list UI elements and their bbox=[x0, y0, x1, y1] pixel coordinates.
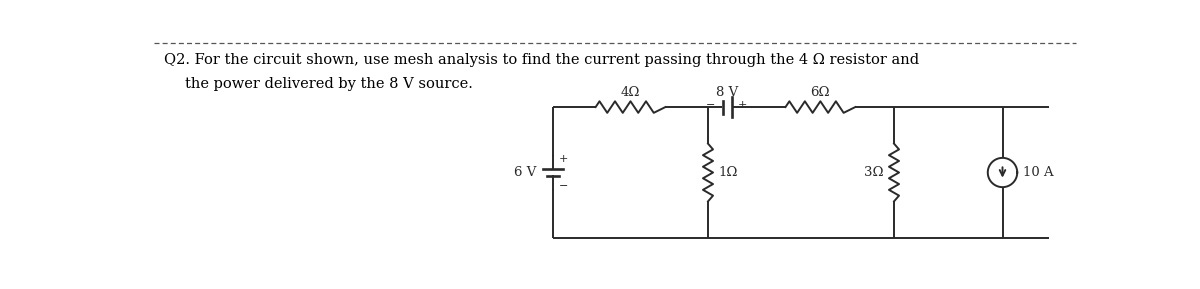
Text: 3Ω: 3Ω bbox=[864, 166, 884, 179]
Text: +: + bbox=[738, 100, 746, 110]
Text: 8 V: 8 V bbox=[716, 86, 738, 99]
Text: 10 A: 10 A bbox=[1024, 166, 1054, 179]
Text: Q2. For the circuit shown, use mesh analysis to find the current passing through: Q2. For the circuit shown, use mesh anal… bbox=[164, 53, 919, 67]
Text: −: − bbox=[559, 181, 569, 191]
Text: 4Ω: 4Ω bbox=[620, 86, 640, 99]
Text: 6 V: 6 V bbox=[514, 166, 536, 179]
Text: 1Ω: 1Ω bbox=[718, 166, 738, 179]
Text: 6Ω: 6Ω bbox=[811, 86, 830, 99]
Text: the power delivered by the 8 V source.: the power delivered by the 8 V source. bbox=[185, 77, 473, 91]
Text: +: + bbox=[559, 154, 569, 164]
Text: −: − bbox=[706, 100, 715, 110]
